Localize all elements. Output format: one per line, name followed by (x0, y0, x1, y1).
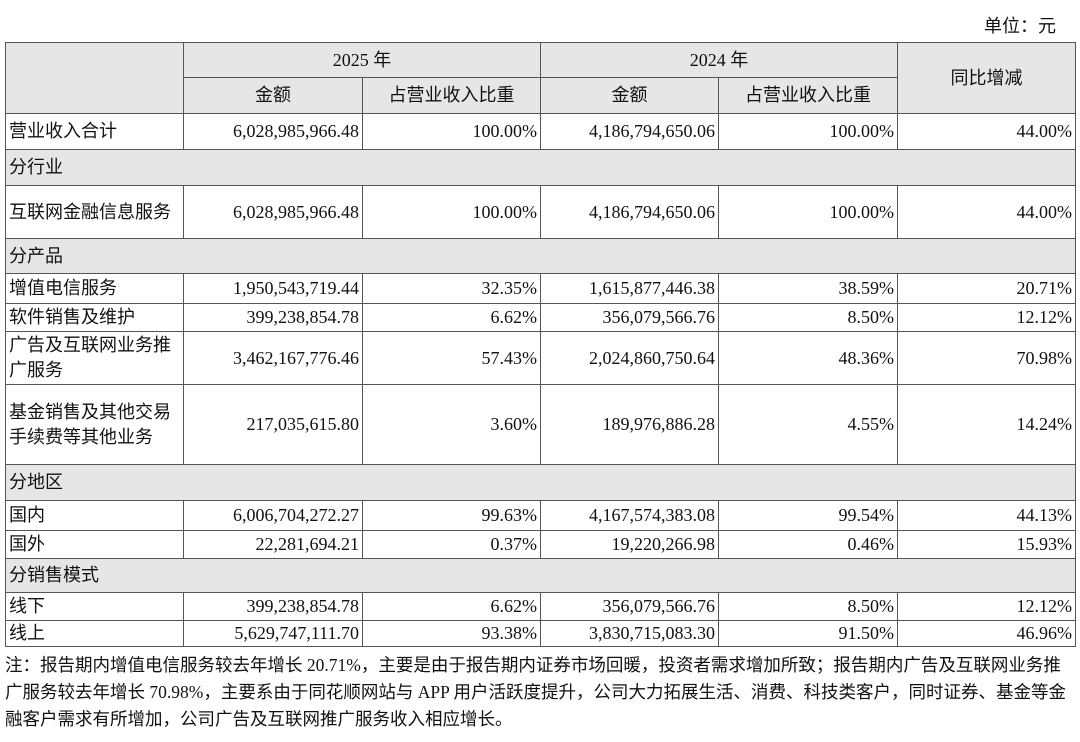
footnote: 注：报告期内增值电信服务较去年增长 20.71%，主要是由于报告期内证券市场回暖… (5, 655, 1067, 729)
table-cell: 44.00% (897, 185, 1076, 239)
table-cell: 2025 年 (183, 42, 541, 78)
table-cell: 占营业收入比重 (718, 77, 898, 114)
table-cell: 2,024,860,750.64 (540, 331, 719, 385)
table-cell: 44.13% (897, 500, 1076, 531)
table-cell: 399,238,854.78 (183, 303, 363, 332)
table-cell: 基金销售及其他交易手续费等其他业务 (5, 384, 184, 465)
table-row: 线上 5,629,747,111.70 93.38% 3,830,715,083.30… (5, 620, 1076, 647)
table-cell: 32.35% (362, 273, 541, 304)
table-cell: 分地区 (5, 464, 1076, 501)
table-cell: 6,028,985,966.48 (183, 185, 363, 239)
table-cell: 15.93% (897, 530, 1076, 559)
table-cell: 6,028,985,966.48 (183, 113, 363, 150)
table-row: 软件销售及维护 399,238,854.78 6.62% 356,079,566.76… (5, 303, 1076, 332)
table-cell: 217,035,615.80 (183, 384, 363, 465)
table-row: 分产品 (5, 238, 1076, 274)
table-cell (5, 42, 184, 114)
table-row: 营业收入合计 6,028,985,966.48 100.00% 4,186,794,6… (5, 113, 1076, 150)
table-cell: 6.62% (362, 303, 541, 332)
table-cell: 100.00% (362, 185, 541, 239)
table-cell: 1,950,543,719.44 (183, 273, 363, 304)
table-cell: 软件销售及维护 (5, 303, 184, 332)
table-cell: 8.50% (718, 592, 898, 621)
revenue-table: 2025 年 2024 年同比增减 金额 占营业收入比重 金额 占营业收入比重 营业收入合计… (5, 42, 1076, 647)
table-cell: 增值电信服务 (5, 273, 184, 304)
table-row: 分销售模式 (5, 558, 1076, 593)
table-cell: 4.55% (718, 384, 898, 465)
table-cell: 5,629,747,111.70 (183, 620, 363, 647)
table-cell: 3.60% (362, 384, 541, 465)
table-cell: 4,167,574,383.08 (540, 500, 719, 531)
table-cell: 8.50% (718, 303, 898, 332)
table-cell: 金额 (540, 77, 719, 114)
table-cell: 44.00% (897, 113, 1076, 150)
table-cell: 0.37% (362, 530, 541, 559)
table-cell: 分行业 (5, 149, 1076, 186)
table-cell: 广告及互联网业务推广服务 (5, 331, 184, 385)
table-row: 线下 399,238,854.78 6.62% 356,079,566.76 8.50%… (5, 592, 1076, 621)
table-cell: 营业收入合计 (5, 113, 184, 150)
table-cell: 金额 (183, 77, 363, 114)
table-cell: 14.24% (897, 384, 1076, 465)
table-cell: 356,079,566.76 (540, 303, 719, 332)
table-cell: 38.59% (718, 273, 898, 304)
table-cell: 57.43% (362, 331, 541, 385)
table-cell: 国外 (5, 530, 184, 559)
table-cell: 线下 (5, 592, 184, 621)
table-cell: 6,006,704,272.27 (183, 500, 363, 531)
table-cell: 0.46% (718, 530, 898, 559)
table-cell: 22,281,694.21 (183, 530, 363, 559)
table-cell: 356,079,566.76 (540, 592, 719, 621)
table-row: 国外 22,281,694.21 0.37% 19,220,266.98 0.46% 15… (5, 530, 1076, 559)
table-cell: 100.00% (718, 185, 898, 239)
table-cell: 99.54% (718, 500, 898, 531)
table-row: 广告及互联网业务推广服务 3,462,167,776.46 57.43% 2,024,… (5, 331, 1076, 385)
table-row: 金额 占营业收入比重 金额 占营业收入比重 (6, 77, 1076, 114)
table-cell: 国内 (5, 500, 184, 531)
table-row: 互联网金融信息服务 6,028,985,966.48 100.00% 4,186,79… (5, 185, 1076, 239)
table-cell: 线上 (5, 620, 184, 647)
table-cell: 189,976,886.28 (540, 384, 719, 465)
table-cell: 占营业收入比重 (362, 77, 541, 114)
table-cell: 93.38% (362, 620, 541, 647)
table-cell: 91.50% (718, 620, 898, 647)
table-cell: 4,186,794,650.06 (540, 113, 719, 150)
table-row: 分地区 (5, 464, 1076, 501)
table-cell: 分销售模式 (5, 558, 1076, 593)
table-cell: 4,186,794,650.06 (540, 185, 719, 239)
table-cell: 12.12% (897, 303, 1076, 332)
table-cell: 6.62% (362, 592, 541, 621)
table-row: 分行业 (5, 149, 1076, 186)
table-cell: 2024 年 (540, 42, 898, 78)
table-cell: 1,615,877,446.38 (540, 273, 719, 304)
table-cell: 399,238,854.78 (183, 592, 363, 621)
table-row: 增值电信服务 1,950,543,719.44 32.35% 1,615,877,44… (5, 273, 1076, 304)
table-cell: 同比增减 (897, 42, 1076, 114)
table-row: 国内 6,006,704,272.27 99.63% 4,167,574,383.08… (5, 500, 1076, 531)
table-cell: 20.71% (897, 273, 1076, 304)
table-cell: 99.63% (362, 500, 541, 531)
table-cell: 分产品 (5, 238, 1076, 274)
table-cell: 3,830,715,083.30 (540, 620, 719, 647)
table-row: 基金销售及其他交易手续费等其他业务 217,035,615.80 3.60% 189,… (5, 384, 1076, 465)
table-cell: 12.12% (897, 592, 1076, 621)
unit-label: 单位：元 (984, 16, 1056, 36)
table-cell: 70.98% (897, 331, 1076, 385)
table-cell: 19,220,266.98 (540, 530, 719, 559)
table-cell: 互联网金融信息服务 (5, 185, 184, 239)
table-cell: 100.00% (362, 113, 541, 150)
table-cell: 46.96% (897, 620, 1076, 647)
table-cell: 100.00% (718, 113, 898, 150)
table-cell: 48.36% (718, 331, 898, 385)
table-row: 2025 年 2024 年同比增减 (5, 42, 1076, 114)
table-cell: 3,462,167,776.46 (183, 331, 363, 385)
